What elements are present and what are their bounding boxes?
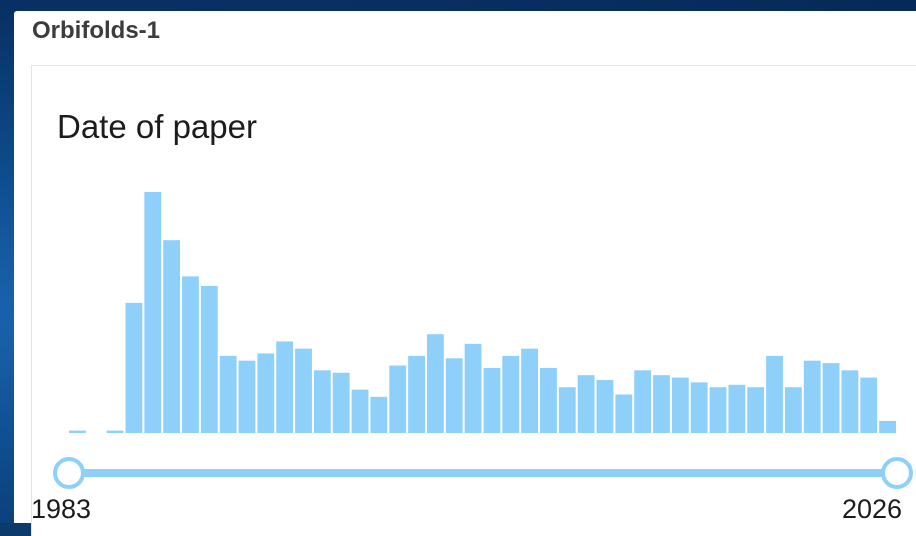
histogram-bar bbox=[653, 375, 670, 433]
range-slider-min-handle[interactable] bbox=[55, 459, 83, 487]
histogram-bar bbox=[107, 431, 124, 433]
histogram-bar bbox=[408, 356, 425, 433]
histogram-bar bbox=[276, 341, 293, 433]
histogram-bar bbox=[69, 431, 86, 433]
histogram-bar bbox=[615, 394, 632, 433]
histogram-bar bbox=[841, 370, 858, 433]
range-slider-max-handle[interactable] bbox=[883, 459, 911, 487]
histogram-bar bbox=[785, 387, 802, 433]
chart-window: Orbifolds-1 Date of paper 1983 2026 bbox=[14, 11, 916, 523]
histogram-bar bbox=[502, 356, 519, 433]
histogram-bar bbox=[182, 276, 199, 433]
histogram-bar bbox=[597, 380, 614, 433]
histogram-bar bbox=[823, 363, 840, 433]
histogram-bar bbox=[220, 356, 237, 433]
histogram-bar bbox=[747, 387, 764, 433]
histogram-bar bbox=[163, 240, 180, 433]
histogram-bar bbox=[540, 368, 557, 433]
histogram-bar bbox=[672, 378, 689, 433]
date-histogram-panel: Date of paper 1983 2026 bbox=[31, 65, 916, 536]
window-title: Orbifolds-1 bbox=[32, 17, 160, 45]
histogram-bar bbox=[710, 387, 727, 433]
histogram-bar bbox=[634, 370, 651, 433]
histogram-bar bbox=[465, 344, 482, 433]
histogram-bar bbox=[691, 382, 708, 433]
range-slider-track[interactable] bbox=[69, 469, 897, 477]
range-min-label: 1983 bbox=[31, 494, 91, 525]
histogram-bar bbox=[804, 361, 821, 433]
histogram-bar bbox=[860, 378, 877, 433]
histogram-bar bbox=[144, 192, 161, 433]
range-max-label: 2026 bbox=[842, 494, 902, 525]
histogram-bar bbox=[728, 385, 745, 433]
histogram-bar bbox=[879, 421, 896, 433]
histogram-bar bbox=[559, 387, 576, 433]
histogram-bar bbox=[126, 303, 143, 433]
histogram-bar bbox=[521, 349, 538, 433]
histogram-bar bbox=[201, 286, 218, 433]
histogram-bar bbox=[257, 353, 274, 433]
histogram-bar bbox=[427, 334, 444, 433]
histogram-bar bbox=[352, 390, 369, 433]
histogram-bar bbox=[766, 356, 783, 433]
histogram-bar bbox=[370, 397, 387, 433]
histogram-bar bbox=[295, 349, 312, 433]
histogram-bar bbox=[389, 366, 406, 433]
histogram-bar bbox=[314, 370, 331, 433]
histogram-bar bbox=[578, 375, 595, 433]
histogram-bar bbox=[446, 358, 463, 433]
histogram-bar bbox=[484, 368, 501, 433]
histogram-chart bbox=[32, 66, 902, 496]
histogram-bar bbox=[333, 373, 350, 433]
histogram-bar bbox=[239, 361, 256, 433]
